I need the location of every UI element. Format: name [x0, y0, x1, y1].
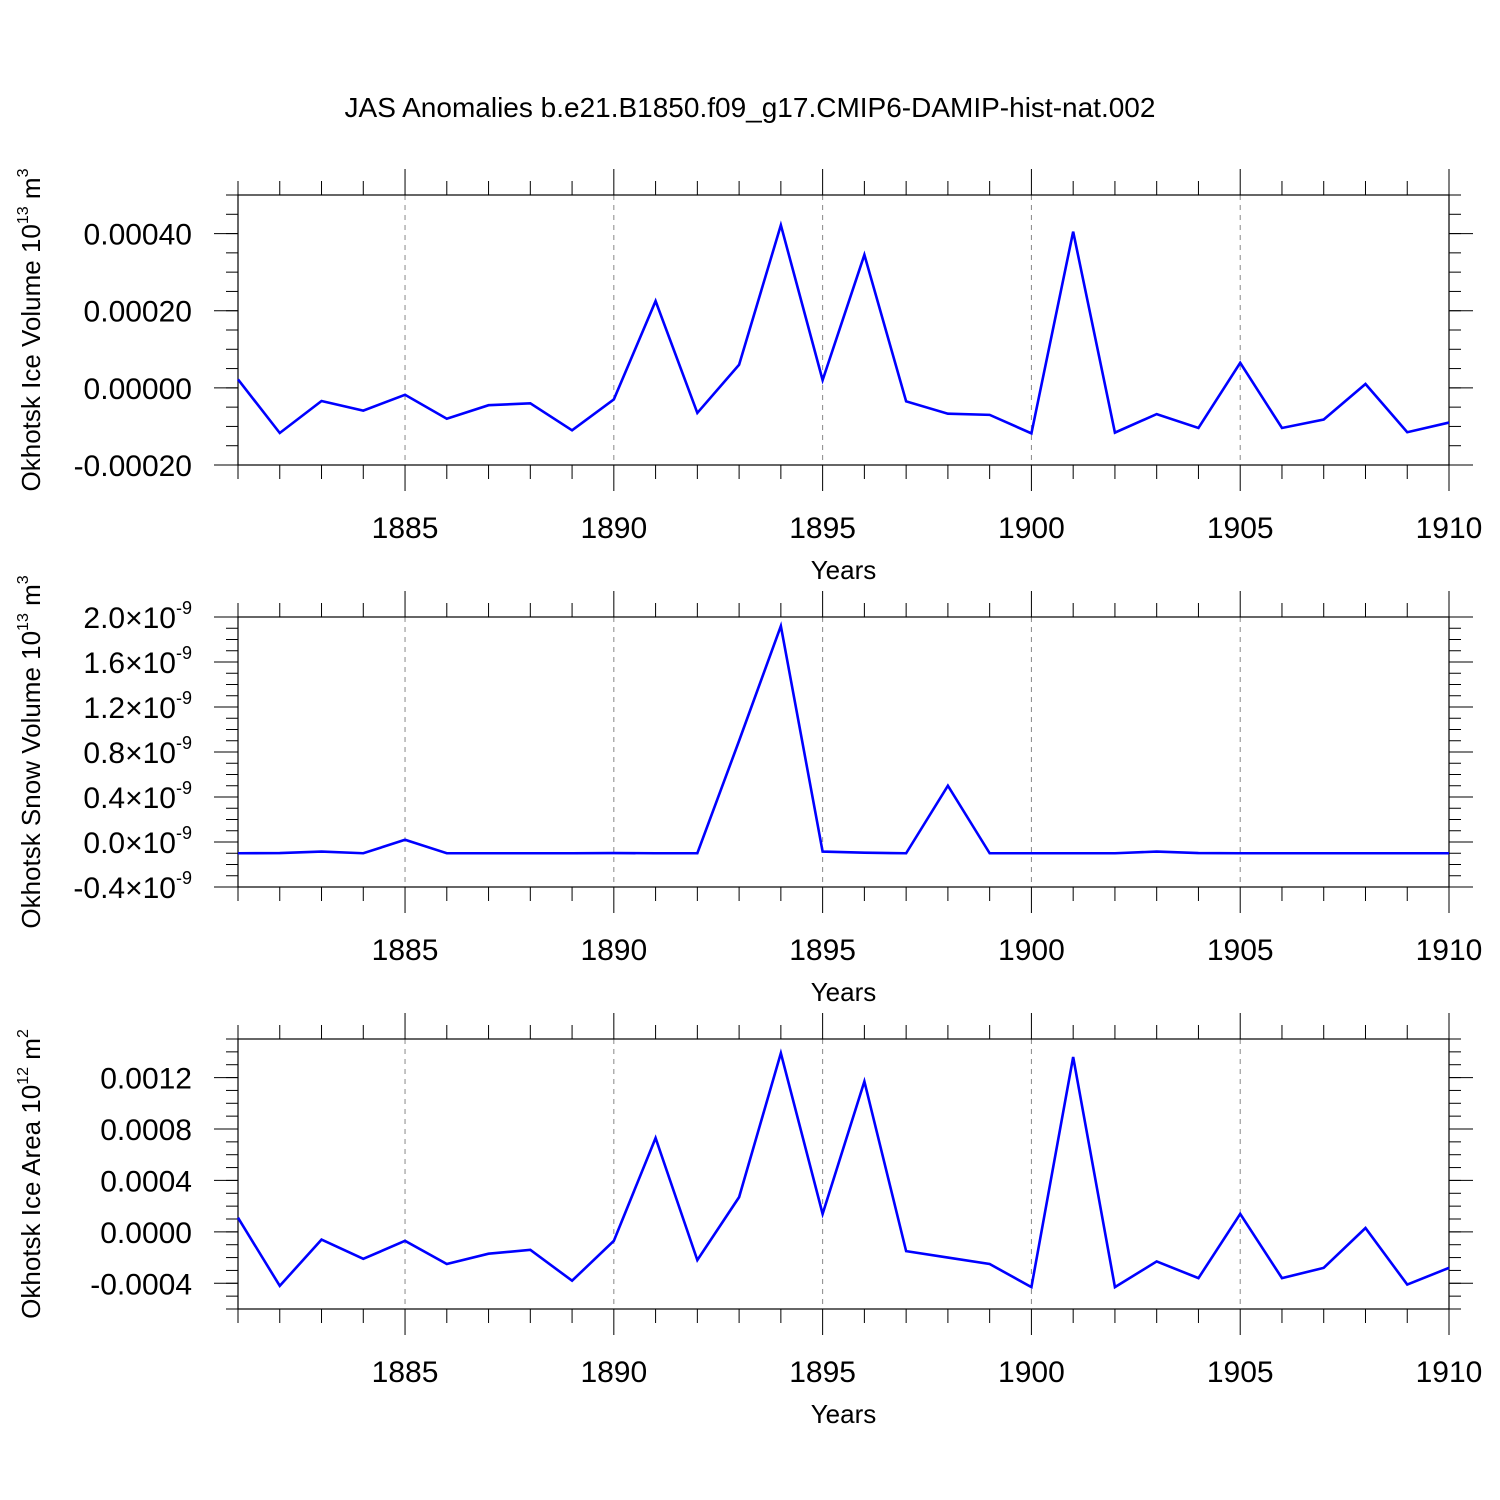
- y-tick-label: 0.00000: [84, 373, 192, 406]
- x-tick-label: 1885: [372, 512, 439, 545]
- x-axis-label: Years: [811, 1399, 877, 1429]
- y-axis-label: Okhotsk Ice Area 1012 m2: [15, 1029, 46, 1319]
- y-tick-label: 0.4×10-9: [83, 778, 192, 815]
- y-tick-label: 2.0×10-9: [83, 598, 192, 635]
- y-tick-label: 0.0004: [100, 1165, 192, 1198]
- y-tick-exponent: -9: [176, 733, 192, 753]
- y-tick-exponent: -9: [176, 643, 192, 663]
- y-tick-label: 0.8×10-9: [83, 733, 192, 770]
- y-tick-exponent: -9: [176, 868, 192, 888]
- series-line-snow-volume: [237, 621, 1449, 855]
- y-tick-label: -0.0004: [90, 1268, 192, 1301]
- x-tick-label: 1905: [1207, 1356, 1274, 1389]
- x-tick-label: 1900: [998, 934, 1065, 967]
- y-tick-exponent: -9: [176, 823, 192, 843]
- y-tick-exponent: -9: [176, 778, 192, 798]
- x-tick-label: 1910: [1416, 512, 1483, 545]
- x-tick-label: 1895: [789, 1356, 856, 1389]
- x-axis-label: Years: [811, 555, 877, 585]
- y-tick-exponent: -9: [176, 688, 192, 708]
- x-axis-label: Years: [811, 977, 877, 1007]
- y-axis-label: Okhotsk Ice Volume 1013 m3: [15, 168, 46, 491]
- y-tick-label: 0.0×10-9: [83, 823, 192, 860]
- y-tick-label: 1.2×10-9: [83, 688, 192, 725]
- x-tick-label: 1900: [998, 1356, 1065, 1389]
- panel-ice-area: -0.0004 0.0000 0.0004 0.0008 0.0012 1885 1890 1…: [15, 1013, 1482, 1429]
- x-tick-label: 1890: [580, 512, 647, 545]
- y-tick-label: -0.00020: [74, 450, 192, 483]
- x-tick-label: 1890: [580, 1356, 647, 1389]
- panel-snow-volume: -0.4×10-9 0.0×10-9 0.4×10-9 0.8×10-9 1.2×10-…: [15, 575, 1482, 1007]
- x-tick-label: 1900: [998, 512, 1065, 545]
- panel-ice-volume: -0.00020 0.00000 0.00020 0.00040 1885 1890 189…: [15, 168, 1482, 585]
- x-tick-label: 1890: [580, 934, 647, 967]
- y-axis-label: Okhotsk Snow Volume 1013 m3: [15, 575, 46, 928]
- x-tick-label: 1895: [789, 934, 856, 967]
- plot-frame: [237, 616, 1450, 888]
- series-line-ice-volume: [236, 220, 1450, 436]
- x-tick-label: 1885: [372, 1356, 439, 1389]
- x-tick-label: 1905: [1207, 934, 1274, 967]
- plot-frame: [237, 1038, 1450, 1310]
- y-tick-label: 0.0000: [100, 1217, 192, 1250]
- x-tick-label: 1895: [789, 512, 856, 545]
- x-tick-label: 1905: [1207, 512, 1274, 545]
- y-tick-label: 0.00020: [84, 296, 192, 329]
- y-tick-label: 0.0012: [100, 1063, 192, 1096]
- y-tick-label: -0.4×10-9: [73, 868, 192, 905]
- y-tick-label: 1.6×10-9: [83, 643, 192, 680]
- plot-frame: [237, 194, 1450, 466]
- y-tick-exponent: -9: [176, 598, 192, 618]
- x-tick-label: 1885: [372, 934, 439, 967]
- x-tick-label: 1910: [1416, 1356, 1483, 1389]
- figure-title: JAS Anomalies b.e21.B1850.f09_g17.CMIP6-…: [344, 92, 1156, 123]
- y-tick-label: 0.00040: [84, 219, 192, 252]
- series-line-ice-area: [236, 1048, 1450, 1290]
- y-tick-label: 0.0008: [100, 1114, 192, 1147]
- x-tick-label: 1910: [1416, 934, 1483, 967]
